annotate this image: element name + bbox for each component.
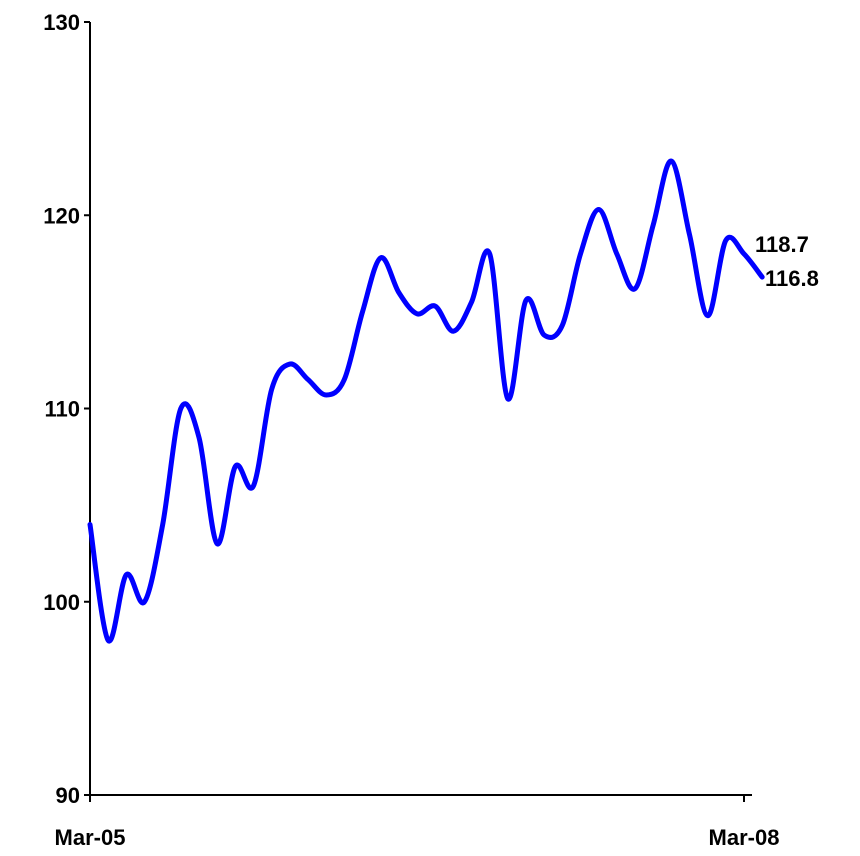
end-value-label: 118.7 — [755, 232, 809, 257]
y-ticks: 90 100 110 120 130 — [43, 10, 90, 808]
x-tick-label: Mar-08 — [709, 825, 780, 850]
y-tick-label: 130 — [43, 10, 80, 35]
y-tick-label: 90 — [56, 783, 80, 808]
series-layer — [87, 158, 765, 644]
end-value-label: 116.8 — [765, 266, 819, 291]
y-tick-label: 110 — [45, 397, 81, 422]
x-tick-label: Mar-05 — [55, 825, 126, 850]
end-labels: 118.7 116.8 — [755, 232, 819, 291]
y-tick-label: 100 — [43, 590, 80, 615]
series-line — [87, 158, 765, 644]
x-ticks: Mar-05 Mar-08 — [55, 795, 780, 850]
y-tick-label: 120 — [43, 203, 80, 228]
